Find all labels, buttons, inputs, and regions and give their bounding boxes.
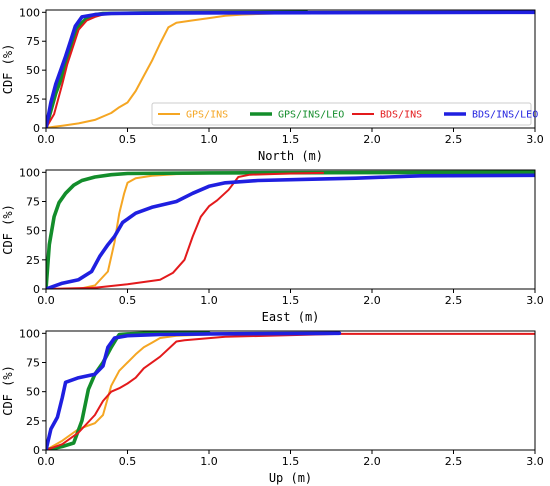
y-tick-label: 25 — [26, 254, 40, 267]
chart-panel-3: 0.0 0.5 1.0 1.5 2.0 2.5 3.0 0 25 50 75 100 Up (m) CDF… — [1, 327, 544, 485]
x-tick-label: 0.0 — [37, 455, 55, 468]
x-tick-label: 1.5 — [282, 455, 300, 468]
x-axis-label: North (m) — [258, 149, 323, 163]
series-line-bds-ins — [46, 171, 325, 289]
y-tick-label: 50 — [26, 386, 40, 399]
y-axis-label: CDF (%) — [1, 44, 15, 95]
x-tick-label: 1.0 — [200, 133, 218, 146]
legend-label-gps-ins: GPS/INS — [186, 110, 228, 121]
y-tick-label: 0 — [33, 283, 40, 296]
x-axis-label: Up (m) — [269, 471, 312, 485]
y-axis-label: CDF (%) — [1, 365, 15, 416]
x-tick-label: 0.5 — [119, 294, 137, 307]
y-tick-label: 50 — [26, 225, 40, 238]
chart-panel-1: 0.0 0.5 1.0 1.5 2.0 2.5 3.0 0 25 50 75 100 North (m)… — [1, 6, 544, 163]
y-tick-label: 0 — [33, 444, 40, 457]
y-tick-label: 75 — [26, 357, 40, 370]
series-line-gps-ins-leo — [46, 331, 211, 450]
plot-frame — [45, 330, 536, 451]
x-axis-label: East (m) — [262, 310, 320, 324]
x-tick-label: 3.0 — [526, 455, 544, 468]
x-tick-label: 1.5 — [282, 294, 300, 307]
y-tick-label: 0 — [33, 122, 40, 135]
x-tick-label: 3.0 — [526, 133, 544, 146]
series-line-bds-ins — [46, 332, 535, 450]
y-tick-label: 75 — [26, 35, 40, 48]
x-tick-label: 2.0 — [363, 455, 381, 468]
series-line-gps-ins — [46, 11, 471, 128]
series-line-gps-ins-leo — [46, 170, 535, 289]
y-axis-label: CDF (%) — [1, 204, 15, 255]
y-tick-label: 100 — [19, 166, 40, 179]
x-tick-label: 2.0 — [363, 133, 381, 146]
x-tick-label: 0.5 — [119, 133, 137, 146]
chart-panel-2: 0.0 0.5 1.0 1.5 2.0 2.5 3.0 0 25 50 75 100 East (m) C… — [1, 166, 544, 324]
y-tick-label: 75 — [26, 196, 40, 209]
x-tick-label: 1.0 — [200, 455, 218, 468]
y-tick-label: 25 — [26, 93, 40, 106]
series-line-bds-ins-leo — [46, 173, 535, 289]
y-tick-label: 100 — [19, 327, 40, 340]
x-tick-label: 2.5 — [445, 294, 463, 307]
x-tick-label: 2.5 — [445, 133, 463, 146]
series-line-bds-ins-leo — [46, 331, 342, 450]
x-tick-label: 1.0 — [200, 294, 218, 307]
x-tick-label: 3.0 — [526, 294, 544, 307]
x-tick-label: 1.5 — [282, 133, 300, 146]
legend-label-bds-ins-leo: BDS/INS/LEO — [472, 110, 538, 121]
series-line-gps-ins — [46, 171, 406, 289]
x-tick-label: 2.5 — [445, 455, 463, 468]
legend-label-gps-ins-leo: GPS/INS/LEO — [278, 110, 344, 121]
x-tick-label: 2.0 — [363, 294, 381, 307]
x-tick-label: 0.0 — [37, 294, 55, 307]
y-tick-label: 25 — [26, 415, 40, 428]
x-tick-label: 0.0 — [37, 133, 55, 146]
legend-box — [151, 102, 532, 126]
y-tick-label: 50 — [26, 64, 40, 77]
x-tick-label: 0.5 — [119, 455, 137, 468]
series-line-gps-ins — [46, 333, 210, 450]
legend-label-bds-ins: BDS/INS — [380, 110, 422, 121]
y-tick-label: 100 — [19, 6, 40, 19]
legend: GPS/INS GPS/INS/LEO BDS/INS BDS/INS/LEO — [151, 102, 538, 126]
series-line-bds-ins-leo — [46, 10, 535, 128]
